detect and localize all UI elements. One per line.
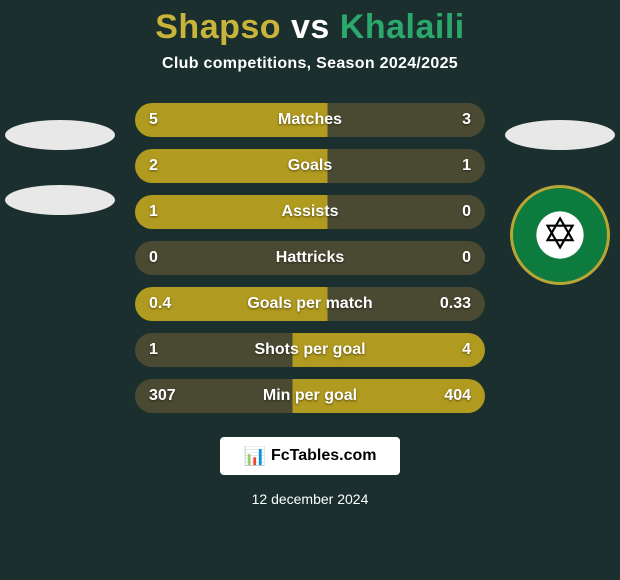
player2-club-badge: ✡ xyxy=(510,185,610,285)
comparison-title: Shapso vs Khalaili xyxy=(0,0,620,47)
stat-left-value: 1 xyxy=(149,341,193,359)
stat-row: 1 Assists 0 xyxy=(135,195,485,229)
stat-left-value: 1 xyxy=(149,203,193,221)
star-icon: ✡ xyxy=(542,213,579,257)
stat-left-value: 307 xyxy=(149,387,193,405)
stat-row: 0.4 Goals per match 0.33 xyxy=(135,287,485,321)
player2-name: Khalaili xyxy=(340,8,465,46)
branding-text: FcTables.com xyxy=(271,447,377,465)
stat-right-value: 0.33 xyxy=(427,295,471,313)
stat-row: 1 Shots per goal 4 xyxy=(135,333,485,367)
stat-label: Assists xyxy=(282,203,339,221)
player1-name: Shapso xyxy=(155,8,281,46)
stat-label: Hattricks xyxy=(276,249,344,267)
vs-text: vs xyxy=(291,8,330,46)
stat-label: Shots per goal xyxy=(254,341,365,359)
player1-photo-placeholder xyxy=(5,120,115,150)
stat-row: 2 Goals 1 xyxy=(135,149,485,183)
chart-icon: 📊 xyxy=(244,446,266,467)
stat-right-value: 0 xyxy=(427,249,471,267)
stat-label: Min per goal xyxy=(263,387,357,405)
stat-row: 307 Min per goal 404 xyxy=(135,379,485,413)
player2-photo-placeholder xyxy=(505,120,615,150)
stat-right-value: 3 xyxy=(427,111,471,129)
stats-table: 5 Matches 3 2 Goals 1 1 Assists 0 0 Hattricks 0 0.4 G… xyxy=(135,103,485,413)
stat-label: Matches xyxy=(278,111,342,129)
branding-badge: 📊 FcTables.com xyxy=(220,437,400,475)
player2-badges: ✡ xyxy=(500,120,620,285)
stat-left-value: 0 xyxy=(149,249,193,267)
stat-left-value: 5 xyxy=(149,111,193,129)
stat-right-value: 4 xyxy=(427,341,471,359)
player1-badges xyxy=(0,120,120,215)
player1-club-placeholder xyxy=(5,185,115,215)
stat-left-value: 0.4 xyxy=(149,295,193,313)
stat-row: 0 Hattricks 0 xyxy=(135,241,485,275)
generation-date: 12 december 2024 xyxy=(0,491,620,507)
stat-right-value: 404 xyxy=(427,387,471,405)
stat-left-value: 2 xyxy=(149,157,193,175)
stat-right-value: 0 xyxy=(427,203,471,221)
stat-label: Goals xyxy=(288,157,332,175)
stat-right-value: 1 xyxy=(427,157,471,175)
stat-label: Goals per match xyxy=(247,295,372,313)
subtitle: Club competitions, Season 2024/2025 xyxy=(0,55,620,73)
stat-row: 5 Matches 3 xyxy=(135,103,485,137)
